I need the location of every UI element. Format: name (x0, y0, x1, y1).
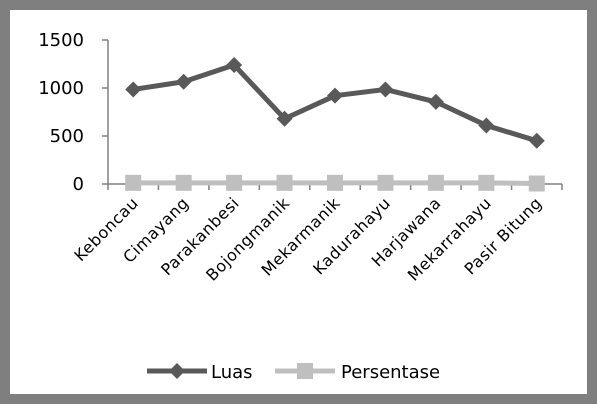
legend-label: Persentase (341, 362, 440, 383)
y-tick-label: 0 (73, 174, 84, 195)
data-point (377, 81, 394, 98)
legend-marker (297, 363, 313, 379)
legend-marker (169, 363, 185, 379)
y-tick-label: 1500 (38, 30, 84, 51)
data-point (377, 174, 394, 191)
data-point (427, 174, 444, 191)
data-point (125, 174, 142, 191)
y-tick-label: 1000 (38, 78, 84, 99)
data-point (175, 174, 192, 191)
data-point (528, 175, 545, 192)
y-axis: 0 500 1000 1500 (38, 30, 109, 195)
data-point (478, 174, 495, 191)
data-point (327, 174, 343, 191)
series-luas (125, 56, 545, 149)
y-tick-label: 500 (50, 126, 84, 147)
data-point (226, 174, 243, 191)
data-point (276, 174, 293, 191)
series-lines (125, 56, 545, 192)
x-axis: KeboncauCimayangParakanbesiBojongmanikMe… (70, 183, 563, 285)
data-point (478, 117, 495, 134)
data-point (226, 56, 243, 73)
data-point (427, 93, 444, 110)
data-point (125, 81, 142, 98)
data-point (528, 132, 545, 149)
data-point (327, 87, 343, 104)
legend-item-luas: Luas (147, 362, 253, 383)
legend-label: Luas (211, 362, 253, 383)
legend: Luas Persentase (147, 362, 440, 383)
data-point (175, 73, 192, 90)
legend-item-persentase: Persentase (275, 362, 440, 383)
data-point (276, 110, 293, 127)
series-persentase (125, 174, 545, 192)
